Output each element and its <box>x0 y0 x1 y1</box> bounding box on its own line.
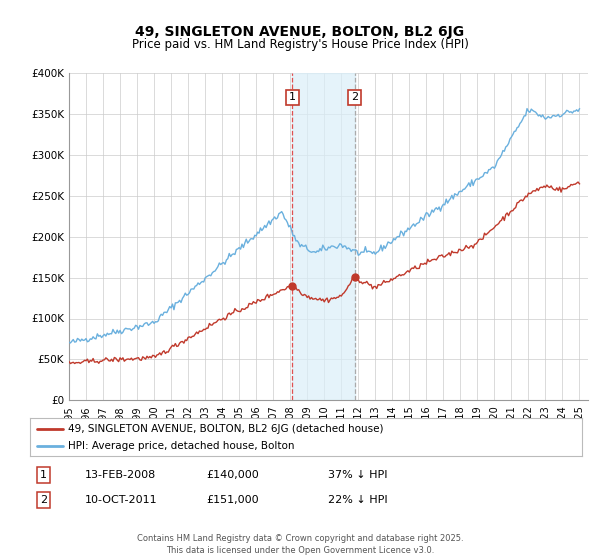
Text: 1: 1 <box>289 92 296 102</box>
Text: 49, SINGLETON AVENUE, BOLTON, BL2 6JG: 49, SINGLETON AVENUE, BOLTON, BL2 6JG <box>136 25 464 39</box>
Text: £140,000: £140,000 <box>206 470 259 480</box>
Text: 1: 1 <box>40 470 47 480</box>
Text: 22% ↓ HPI: 22% ↓ HPI <box>328 495 388 505</box>
Text: 2: 2 <box>40 495 47 505</box>
Text: HPI: Average price, detached house, Bolton: HPI: Average price, detached house, Bolt… <box>68 441 294 451</box>
Text: 2: 2 <box>351 92 358 102</box>
Text: £151,000: £151,000 <box>206 495 259 505</box>
Text: 10-OCT-2011: 10-OCT-2011 <box>85 495 158 505</box>
Text: 49, SINGLETON AVENUE, BOLTON, BL2 6JG (detached house): 49, SINGLETON AVENUE, BOLTON, BL2 6JG (d… <box>68 423 383 433</box>
Text: Contains HM Land Registry data © Crown copyright and database right 2025.
This d: Contains HM Land Registry data © Crown c… <box>137 534 463 555</box>
Text: Price paid vs. HM Land Registry's House Price Index (HPI): Price paid vs. HM Land Registry's House … <box>131 38 469 50</box>
Text: 13-FEB-2008: 13-FEB-2008 <box>85 470 157 480</box>
Text: 37% ↓ HPI: 37% ↓ HPI <box>328 470 388 480</box>
Bar <box>292 73 355 400</box>
